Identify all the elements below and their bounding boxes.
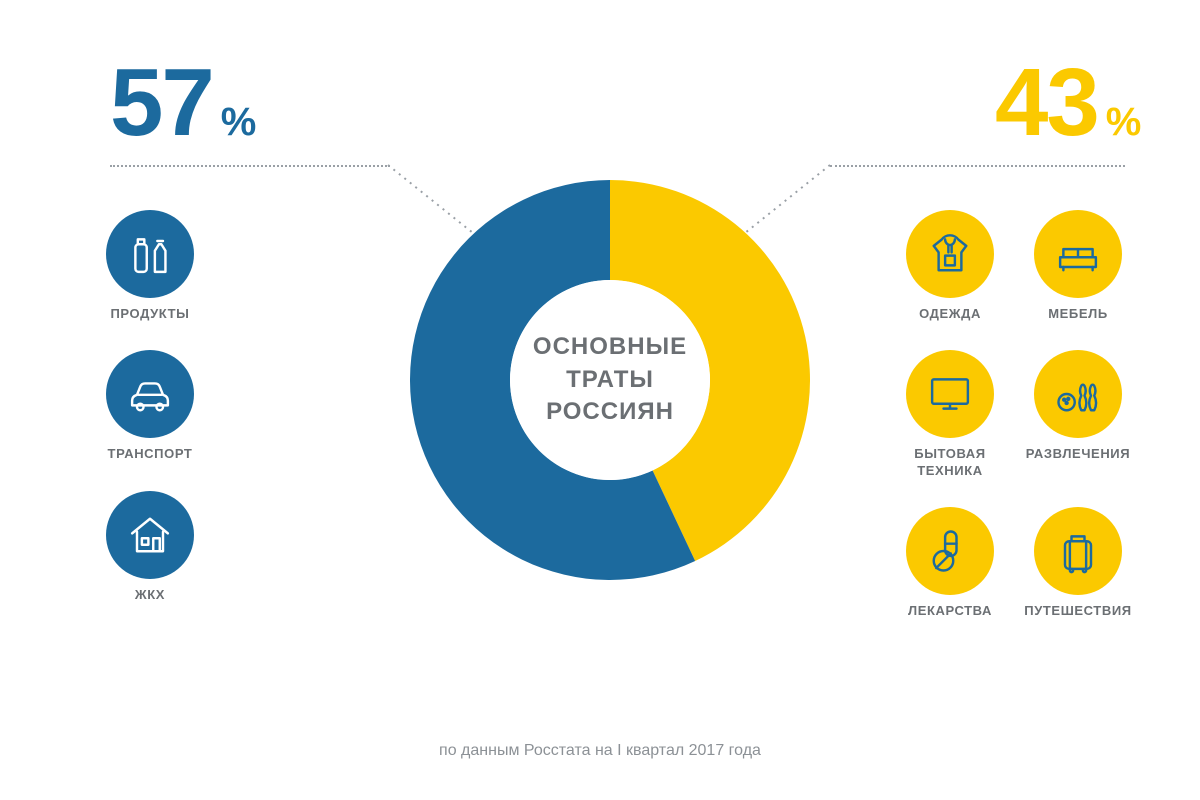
sofa-icon	[1034, 210, 1122, 298]
donut-title-line1: ОСНОВНЫЕ	[533, 331, 687, 363]
category-label: ОДЕЖДА	[919, 306, 981, 322]
category-label: ПУТЕШЕСТВИЯ	[1024, 603, 1131, 619]
donut-center-title: ОСНОВНЫЕ ТРАТЫ РОССИЯН	[410, 180, 810, 580]
left-percent: 57 %	[110, 55, 256, 151]
right-category-tv: БЫТОВАЯ ТЕХНИКА	[900, 350, 1000, 479]
right-percent-value: 43	[995, 55, 1098, 151]
house-icon	[106, 491, 194, 579]
right-category-bowling: РАЗВЛЕЧЕНИЯ	[1028, 350, 1128, 479]
right-percent-sign: %	[1106, 102, 1142, 142]
left-category-food: ПРОДУКТЫ	[100, 210, 200, 322]
donut-title-line3: РОССИЯН	[546, 396, 674, 428]
right-category-clothes: ОДЕЖДА	[900, 210, 1000, 322]
category-label: ПРОДУКТЫ	[110, 306, 189, 322]
food-icon	[106, 210, 194, 298]
right-percent: 43 %	[995, 55, 1141, 151]
left-percent-sign: %	[221, 102, 257, 142]
infographic-stage: 57 % 43 % ОСНОВНЫЕ ТРАТЫ РОССИЯН	[0, 0, 1200, 800]
transport-icon	[106, 350, 194, 438]
connector-left	[110, 165, 390, 167]
source-text: по данным Росстата на I квартал 2017 год…	[0, 742, 1200, 760]
tv-icon	[906, 350, 994, 438]
pills-icon	[906, 507, 994, 595]
right-category-grid: ОДЕЖДА МЕБЕЛЬ БЫТОВАЯ ТЕХНИКА	[900, 210, 1128, 619]
left-category-house: ЖКХ	[100, 491, 200, 603]
donut-title-line2: ТРАТЫ	[566, 364, 654, 396]
left-percent-value: 57	[110, 55, 213, 151]
left-category-grid: ПРОДУКТЫ ТРАНСПОРТ ЖКХ	[100, 210, 200, 603]
bowling-icon	[1034, 350, 1122, 438]
right-category-sofa: МЕБЕЛЬ	[1028, 210, 1128, 322]
right-category-suitcase: ПУТЕШЕСТВИЯ	[1028, 507, 1128, 619]
donut-chart: ОСНОВНЫЕ ТРАТЫ РОССИЯН	[410, 180, 810, 580]
clothes-icon	[906, 210, 994, 298]
right-category-pills: ЛЕКАРСТВА	[900, 507, 1000, 619]
connector-right	[830, 165, 1125, 167]
category-label: ЖКХ	[135, 587, 165, 603]
category-label: ЛЕКАРСТВА	[908, 603, 992, 619]
left-category-transport: ТРАНСПОРТ	[100, 350, 200, 462]
category-label: БЫТОВАЯ ТЕХНИКА	[914, 446, 985, 479]
suitcase-icon	[1034, 507, 1122, 595]
category-label: МЕБЕЛЬ	[1048, 306, 1108, 322]
category-label: РАЗВЛЕЧЕНИЯ	[1026, 446, 1130, 462]
category-label: ТРАНСПОРТ	[108, 446, 193, 462]
